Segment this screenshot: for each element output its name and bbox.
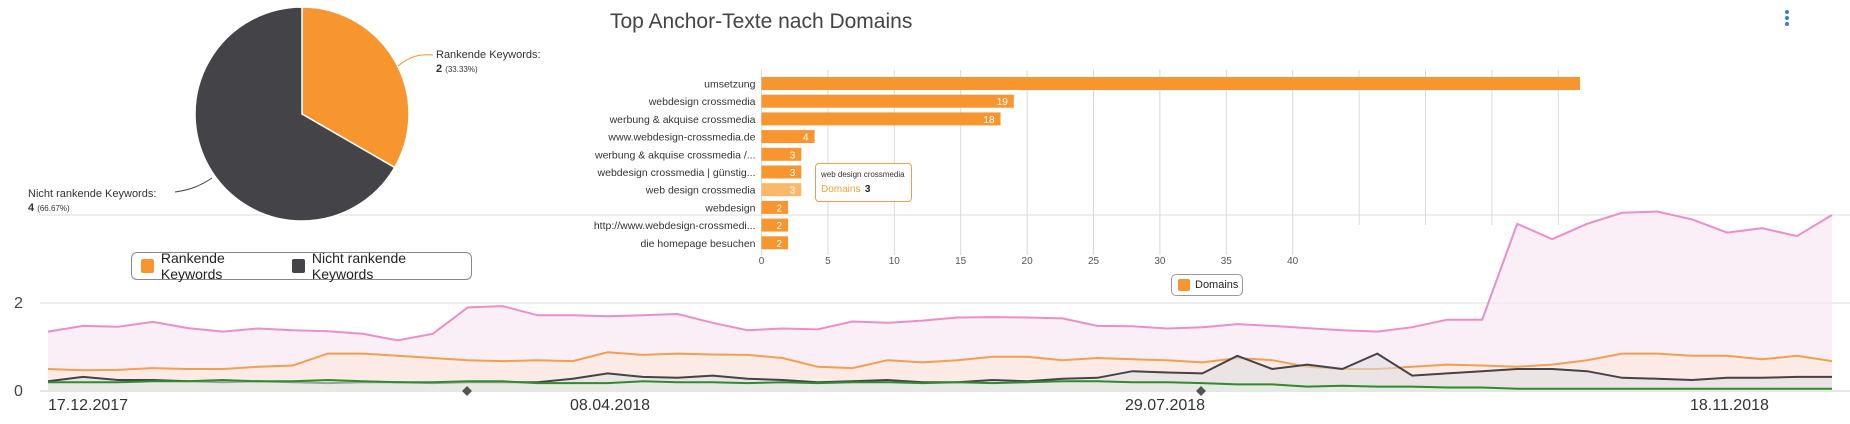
- bar-xtick-label: 10: [889, 256, 901, 267]
- pie-slice-1[interactable]: [194, 6, 396, 222]
- legend-label-unranked: Nicht rankende Keywords: [311, 250, 407, 282]
- bar-tooltip: web design crossmedia Domains 3: [815, 163, 912, 202]
- bar-value-label: 4: [803, 133, 809, 144]
- bar-value-label: 19: [997, 97, 1009, 108]
- bar-xticks: 0 5 10 15 20 25 30 35 40: [759, 256, 1299, 267]
- area-ytick-label: 0: [14, 383, 23, 400]
- bar-legend[interactable]: Domains: [1171, 274, 1243, 296]
- bar-xtick-label: 0: [759, 256, 765, 267]
- bar-category-label: http://www.webdesign-crossmedi...: [594, 220, 756, 232]
- tooltip-series: Domains: [821, 184, 861, 195]
- area-line-0[interactable]: [47, 210, 1833, 342]
- bar-xtick-label: 5: [825, 256, 831, 267]
- bar-5[interactable]: [761, 165, 802, 179]
- area-fill-3: [48, 380, 1832, 391]
- pie-label-ranked-name: Rankende Keywords: [436, 49, 538, 61]
- area-fill-0: [48, 211, 1832, 391]
- bar-xtick-label: 20: [1022, 256, 1034, 267]
- menu-icon[interactable]: [1780, 8, 1794, 30]
- legend-item-ranked[interactable]: Rankende Keywords: [141, 250, 280, 282]
- bar-bars: 7519184333222: [761, 77, 1581, 250]
- bar-9[interactable]: [761, 236, 789, 250]
- bar-value-label: 2: [776, 239, 782, 250]
- tooltip-category: web design crossmedia: [821, 170, 905, 179]
- legend-swatch-unranked: [291, 259, 305, 273]
- bar-xtick-label: 30: [1154, 256, 1166, 267]
- pie-label-ranked-percent: 33.33%: [447, 65, 475, 74]
- legend-swatch-domains: [1178, 279, 1190, 291]
- legend-label-ranked: Rankende Keywords: [160, 250, 225, 282]
- bar-value-label: 3: [790, 186, 796, 197]
- bar-0[interactable]: [761, 77, 1581, 90]
- area-xtick-label: 18.11.2018: [1690, 397, 1769, 414]
- bar-chart-title: Top Anchor-Texte nach Domains: [610, 10, 913, 33]
- pie-legend: Rankende Keywords Nicht rankende Keyword…: [131, 250, 472, 282]
- bar-value-label: 18: [983, 115, 995, 126]
- bar-value-label: 2: [776, 221, 782, 232]
- bar-xtick-label: 25: [1088, 256, 1100, 267]
- area-line-3[interactable]: [48, 378, 1832, 390]
- area-series: [47, 210, 1833, 391]
- anchor-text-bar-chart: umsetzung webdesign crossmedia werbung & a…: [594, 70, 1581, 267]
- bar-7[interactable]: [761, 200, 789, 214]
- pie-slices: [174, 6, 434, 222]
- bar-category-label: umsetzung: [704, 79, 756, 91]
- area-xtick-label: 17.12.2017: [48, 397, 128, 414]
- bar-value-label: 3: [790, 150, 796, 161]
- bar-category-label: webdesign crossmedia: [648, 96, 756, 108]
- pie-label-unranked-value: 4: [28, 202, 35, 214]
- bar-xtick-label: 40: [1287, 256, 1299, 267]
- bar-6[interactable]: [761, 183, 802, 197]
- pie-slice-0[interactable]: [301, 6, 410, 169]
- pie-label-ranked: Rankende Keywords: 2 (33.33%): [436, 49, 541, 75]
- pie-label-unranked-name: Nicht rankende Keywords: [28, 188, 154, 200]
- bar-4[interactable]: [761, 147, 802, 161]
- bar-category-label: webdesign: [704, 202, 755, 214]
- pie-label-unranked-percent: 66.67%: [39, 204, 67, 213]
- bar-8[interactable]: [761, 218, 789, 232]
- pie-label-unranked: Nicht rankende Keywords: 4 (66.67%): [28, 188, 157, 214]
- bar-xtick-label: 15: [955, 256, 967, 267]
- keywords-pie-chart: [174, 6, 434, 222]
- bar-value-label: 2: [776, 203, 782, 214]
- bar-category-label: webdesign crossmedia | günstig...: [597, 167, 756, 179]
- axis-marker: [1196, 386, 1206, 396]
- bar-2[interactable]: [761, 112, 1001, 126]
- legend-label-domains: Domains: [1195, 279, 1239, 291]
- legend-swatch-ranked: [141, 259, 154, 273]
- bar-xtick-label: 35: [1221, 256, 1233, 267]
- bar-category-label: die homepage besuchen: [640, 238, 755, 250]
- area-xtick-label: 29.07.2018: [1125, 397, 1205, 414]
- bar-categories: umsetzung webdesign crossmedia werbung & a…: [594, 79, 756, 250]
- bar-category-label: werbung & akquise crossmedia /...: [594, 149, 756, 161]
- axis-marker: [462, 386, 472, 396]
- tooltip-value: 3: [864, 184, 871, 195]
- bar-category-label: web design crossmedia: [645, 185, 756, 197]
- area-axis: 2 0 17.12.2017 08.04.2018 29.07.2018 18.11.20…: [14, 295, 1769, 414]
- legend-item-unranked[interactable]: Nicht rankende Keywords: [291, 250, 459, 282]
- bar-3[interactable]: [761, 130, 815, 144]
- bar-category-label: werbung & akquise crossmedia: [609, 114, 756, 126]
- pie-label-ranked-value: 2: [436, 63, 443, 75]
- bar-category-label: www.webdesign-crossmedia.de: [607, 132, 755, 144]
- pie-connector-ranked: [397, 54, 434, 67]
- area-fill-2: [48, 353, 1832, 391]
- area-xtick-label: 08.04.2018: [570, 397, 650, 414]
- bar-value-label: 3: [790, 168, 796, 179]
- area-line-1[interactable]: [47, 351, 1833, 372]
- bar-1[interactable]: [761, 94, 1014, 108]
- area-ytick-label: 2: [14, 295, 23, 312]
- pie-connector-unranked: [174, 177, 213, 193]
